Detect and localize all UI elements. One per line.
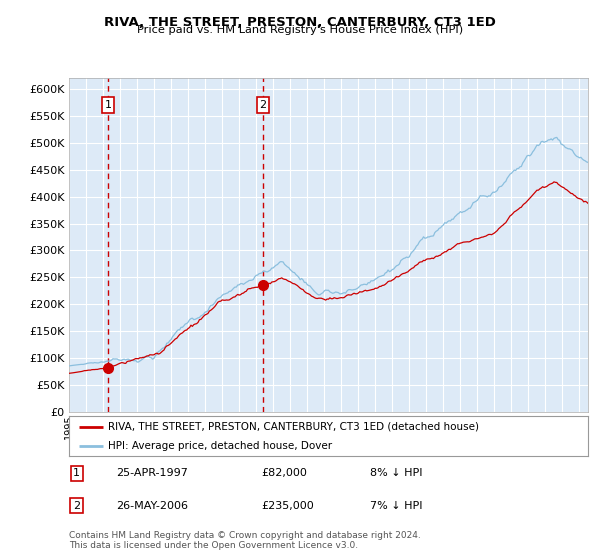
Text: 2: 2 (73, 501, 80, 511)
Text: RIVA, THE STREET, PRESTON, CANTERBURY, CT3 1ED: RIVA, THE STREET, PRESTON, CANTERBURY, C… (104, 16, 496, 29)
Text: 25-APR-1997: 25-APR-1997 (116, 468, 188, 478)
Text: £82,000: £82,000 (261, 468, 307, 478)
Text: £235,000: £235,000 (261, 501, 314, 511)
Text: HPI: Average price, detached house, Dover: HPI: Average price, detached house, Dove… (108, 441, 332, 450)
Text: 2: 2 (259, 100, 266, 110)
Text: Contains HM Land Registry data © Crown copyright and database right 2024.
This d: Contains HM Land Registry data © Crown c… (69, 531, 421, 550)
Text: RIVA, THE STREET, PRESTON, CANTERBURY, CT3 1ED (detached house): RIVA, THE STREET, PRESTON, CANTERBURY, C… (108, 422, 479, 432)
Text: Price paid vs. HM Land Registry's House Price Index (HPI): Price paid vs. HM Land Registry's House … (137, 25, 463, 35)
Text: 7% ↓ HPI: 7% ↓ HPI (370, 501, 422, 511)
Text: 1: 1 (73, 468, 80, 478)
Text: 26-MAY-2006: 26-MAY-2006 (116, 501, 188, 511)
Text: 1: 1 (104, 100, 112, 110)
Text: 8% ↓ HPI: 8% ↓ HPI (370, 468, 422, 478)
